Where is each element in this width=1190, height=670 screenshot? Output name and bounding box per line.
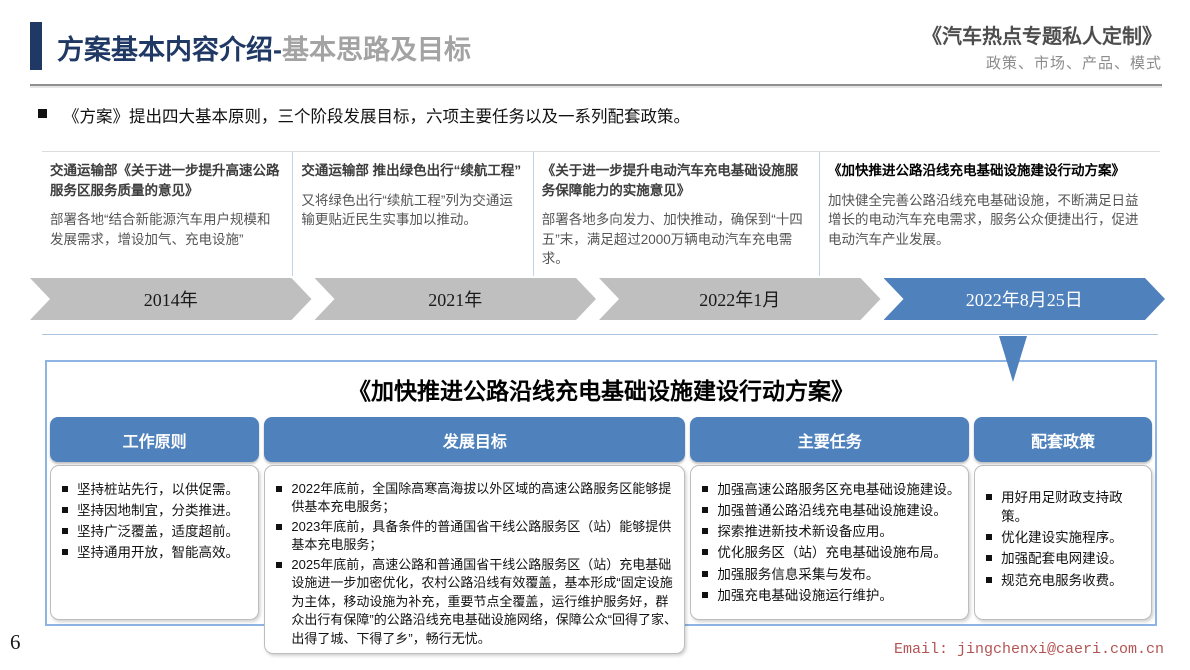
list-item: 用好用足财政支持政策。 — [980, 488, 1148, 526]
list-item-text: 2022年底前，全国除高寒高海拔以外区域的高速公路服务区能够提供基本充电服务； — [291, 481, 672, 515]
list-item: 加强高速公路服务区充电基础设施建设。 — [696, 480, 965, 499]
column-header: 工作原则 — [50, 417, 260, 462]
plan-columns: 工作原则 坚持桩站先行，以供促需。 坚持因地制宜，分类推进。 坚持广泛覆盖，适度… — [50, 417, 1152, 655]
square-bullet-icon — [702, 507, 709, 514]
timeline-stage-title: 《关于进一步提升电动汽车充电基础设施服务保障能力的实施意见》 — [541, 163, 799, 198]
list-item: 坚持通用开放，智能高效。 — [56, 543, 255, 562]
list-item-text: 优化服务区（站）充电基础设施布局。 — [717, 545, 947, 561]
square-bullet-icon — [986, 494, 993, 500]
list-item-text: 加强服务信息采集与发布。 — [717, 566, 880, 582]
header-divider — [30, 84, 1162, 88]
timeline-descriptions: 交通运输部《关于进一步提升高速公路服务区服务质量的意见》 部署各地“结合新能源汽… — [42, 151, 1160, 276]
square-bullet-icon — [62, 549, 68, 556]
square-bullet-icon — [702, 528, 709, 535]
list-item: 2022年底前，全国除高寒高海拔以外区域的高速公路服务区能够提供基本充电服务； — [270, 480, 681, 517]
timeline-stage-title: 《加快推进公路沿线充电基础设施建设行动方案》 — [827, 163, 1125, 178]
plan-box-title: 《加快推进公路沿线充电基础设施建设行动方案》 — [348, 378, 854, 404]
list-item: 优化服务区（站）充电基础设施布局。 — [696, 543, 965, 562]
list-item-text: 坚持通用开放，智能高效。 — [77, 545, 239, 561]
column-main-tasks: 主要任务 加强高速公路服务区充电基础设施建设。 加强普通公路沿线充电基础设施建设… — [690, 417, 970, 620]
list-item-text: 坚持因地制宜，分类推进。 — [77, 503, 239, 519]
column-body: 坚持桩站先行，以供促需。 坚持因地制宜，分类推进。 坚持广泛覆盖，适度超前。 坚… — [50, 465, 260, 620]
list-item: 2025年底前，高速公路和普通国省干线公路服务区（站）充电基础设施进一步加密优化… — [270, 556, 681, 648]
timeline-stage-desc: 部署各地“结合新能源汽车用户规模和发展需求，增设加气、充电设施” — [50, 212, 271, 247]
list-item: 2023年底前，具备条件的普通国省干线公路服务区（站）能够提供基本充电服务； — [270, 518, 681, 555]
column-header: 主要任务 — [690, 417, 970, 462]
thin-blue-divider — [42, 334, 1158, 335]
column-body: 用好用足财政支持政策。 优化建设实施程序。 加强配套电网建设。 规范充电服务收费… — [974, 465, 1152, 620]
list-item-text: 加强高速公路服务区充电基础设施建设。 — [717, 482, 961, 497]
list-item: 加强充电基础设施运行维护。 — [696, 586, 965, 605]
list-item-text: 用好用足财政支持政策。 — [1001, 490, 1123, 525]
list-item: 规范充电服务收费。 — [980, 571, 1148, 590]
square-bullet-icon — [276, 561, 283, 568]
page-number: 6 — [10, 630, 21, 654]
column-header: 配套政策 — [974, 417, 1152, 462]
column-body: 加强高速公路服务区充电基础设施建设。 加强普通公路沿线充电基础设施建设。 探索推… — [690, 465, 970, 620]
square-bullet-icon — [276, 486, 283, 492]
list-item-text: 探索推进新技术新设备应用。 — [717, 524, 893, 540]
timeline-stage-2021: 交通运输部 推出绿色出行“续航工程” 又将绿色出行“续航工程”列为交通运输更贴近… — [292, 152, 532, 276]
chevron-2022-08-highlighted: 2022年8月25日 — [884, 278, 1166, 320]
brand-subtitle: 政策、市场、产品、模式 — [985, 55, 1162, 72]
chevron-2014: 2014年 — [30, 278, 312, 320]
list-item-text: 坚持广泛覆盖，适度超前。 — [77, 524, 239, 540]
timeline-stage-title: 交通运输部 推出绿色出行“续航工程” — [301, 163, 522, 178]
timeline-stage-desc: 部署各地多向发力、加快推动，确保到“十四五”末，满足超过2000万辆电动汽车充电… — [541, 212, 803, 267]
intro-bullet: 《方案》提出四大基本原则，三个阶段发展目标，六项主要任务以及一系列配套政策。 — [38, 103, 1150, 127]
chevron-2022-01: 2022年1月 — [599, 278, 881, 320]
timeline-stage-2022-08: 《加快推进公路沿线充电基础设施建设行动方案》 加快健全完善公路沿线充电基础设施，… — [818, 152, 1160, 276]
page-title-sub: 基本思路及目标 — [282, 35, 471, 65]
square-bullet-icon — [986, 555, 993, 562]
square-bullet-icon — [62, 528, 68, 535]
column-body: 2022年底前，全国除高寒高海拔以外区域的高速公路服务区能够提供基本充电服务； … — [264, 465, 686, 655]
list-item-text: 坚持桩站先行，以供促需。 — [77, 482, 239, 497]
list-item-text: 优化建设实施程序。 — [1001, 530, 1123, 546]
square-bullet-icon — [986, 576, 993, 583]
timeline-stage-2022-01: 《关于进一步提升电动汽车充电基础设施服务保障能力的实施意见》 部署各地多向发力、… — [532, 152, 819, 276]
square-bullet-icon — [702, 570, 709, 577]
plan-detail-box: 《加快推进公路沿线充电基础设施建设行动方案》 工作原则 坚持桩站先行，以供促需。… — [45, 360, 1157, 655]
square-bullet-icon — [62, 507, 68, 514]
page-title: 方案基本内容介绍-基本思路及目标 — [57, 28, 471, 67]
square-bullet-icon — [986, 534, 993, 541]
list-item: 加强服务信息采集与发布。 — [696, 565, 965, 584]
timeline-stage-desc: 又将绿色出行“续航工程”列为交通运输更贴近民生实事加以推动。 — [301, 192, 513, 228]
square-bullet-icon — [702, 591, 709, 598]
square-bullet-icon — [38, 109, 47, 118]
column-header: 发展目标 — [264, 417, 686, 462]
timeline-chevron-band: 2014年 2021年 2022年1月 2022年8月25日 — [30, 278, 1165, 320]
page-title-main: 方案基本内容介绍- — [57, 35, 282, 65]
list-item: 坚持桩站先行，以供促需。 — [56, 480, 255, 499]
list-item: 坚持广泛覆盖，适度超前。 — [56, 522, 255, 541]
footer-email: Email: jingchenxi@caeri.com.cn — [893, 641, 1164, 658]
list-item-text: 加强普通公路沿线充电基础设施建设。 — [717, 503, 947, 519]
square-bullet-icon — [62, 486, 68, 492]
square-bullet-icon — [702, 549, 709, 556]
square-bullet-icon — [702, 486, 709, 492]
list-item: 坚持因地制宜，分类推进。 — [56, 501, 255, 520]
list-item: 优化建设实施程序。 — [980, 528, 1148, 547]
list-item-text: 2023年底前，具备条件的普通国省干线公路服务区（站）能够提供基本充电服务； — [291, 518, 672, 553]
list-item-text: 加强配套电网建设。 — [1001, 551, 1123, 567]
timeline-stage-desc: 加快健全完善公路沿线充电基础设施，不断满足日益增长的电动汽车充电需求，服务公众便… — [827, 192, 1139, 247]
square-bullet-icon — [276, 523, 283, 530]
column-work-principles: 工作原则 坚持桩站先行，以供促需。 坚持因地制宜，分类推进。 坚持广泛覆盖，适度… — [50, 417, 260, 620]
timeline-stage-2014: 交通运输部《关于进一步提升高速公路服务区服务质量的意见》 部署各地“结合新能源汽… — [42, 152, 292, 276]
list-item-text: 2025年底前，高速公路和普通国省干线公路服务区（站）充电基础设施进一步加密优化… — [291, 556, 678, 646]
title-accent-bar — [30, 22, 42, 70]
list-item: 加强普通公路沿线充电基础设施建设。 — [696, 501, 965, 520]
column-supporting-policies: 配套政策 用好用足财政支持政策。 优化建设实施程序。 加强配套电网建设。 规范充… — [974, 417, 1152, 620]
list-item-text: 加强充电基础设施运行维护。 — [717, 587, 893, 603]
brand-block: 《汽车热点专题私人定制》 政策、市场、产品、模式 — [922, 20, 1162, 73]
list-item: 加强配套电网建设。 — [980, 549, 1148, 568]
list-item: 探索推进新技术新设备应用。 — [696, 522, 965, 541]
list-item-text: 规范充电服务收费。 — [1001, 572, 1123, 588]
brand-title: 《汽车热点专题私人定制》 — [922, 26, 1162, 48]
chevron-2021: 2021年 — [315, 278, 597, 320]
column-development-goals: 发展目标 2022年底前，全国除高寒高海拔以外区域的高速公路服务区能够提供基本充… — [264, 417, 686, 655]
timeline-stage-title: 交通运输部《关于进一步提升高速公路服务区服务质量的意见》 — [50, 163, 280, 198]
intro-text: 《方案》提出四大基本原则，三个阶段发展目标，六项主要任务以及一系列配套政策。 — [63, 108, 690, 126]
